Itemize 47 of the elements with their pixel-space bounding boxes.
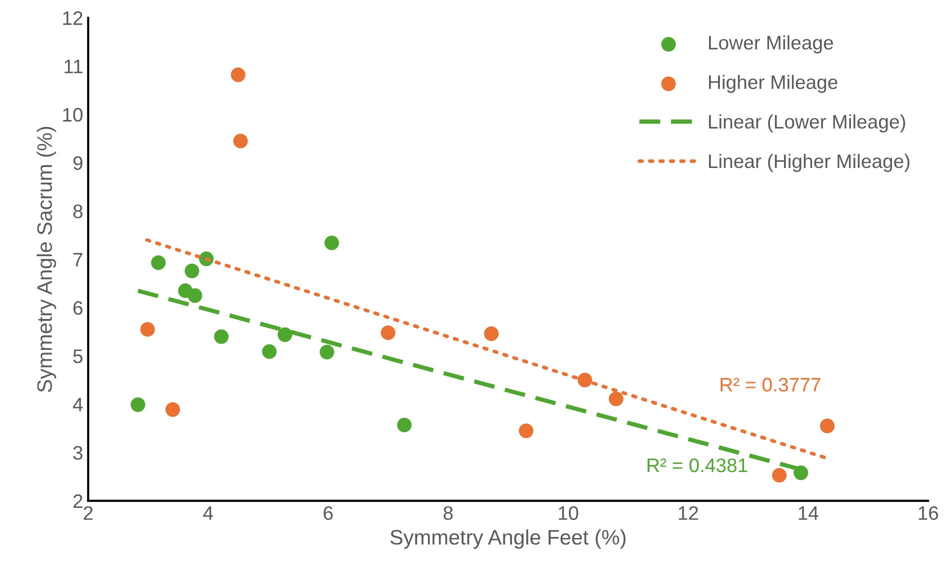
x-tick-label: 14	[798, 506, 818, 520]
y-tick-label: 2	[73, 494, 82, 508]
point	[608, 392, 624, 406]
point	[518, 424, 534, 438]
point	[130, 397, 146, 412]
x-tick-label: 8	[444, 506, 453, 520]
x-tick-label: 16	[918, 506, 938, 520]
x-tick-label: 12	[678, 506, 698, 520]
point	[772, 468, 787, 483]
legend-label: Linear (Higher Mileage)	[709, 154, 910, 172]
y-axis-title: Symmetry Angle Sacrum (%)	[36, 126, 56, 392]
point	[397, 418, 412, 432]
point	[324, 236, 340, 250]
y-tick-label: 3	[73, 446, 82, 460]
point	[214, 329, 229, 344]
point	[151, 255, 166, 270]
point	[320, 344, 334, 360]
point	[278, 327, 292, 342]
point	[140, 322, 155, 337]
x-axis-title: Symmetry Angle Feet (%)	[390, 529, 626, 549]
y-tick-label: 4	[72, 398, 83, 412]
y-tick-label: 5	[73, 350, 82, 364]
legend-label: Linear (Lower Mileage)	[709, 114, 906, 132]
annotation: R² = 0.4381	[648, 458, 748, 472]
point	[380, 325, 396, 340]
legend-label: Lower Mileage	[709, 35, 834, 54]
y-tick-label: 7	[73, 252, 82, 266]
annotation: R² = 0.3777	[720, 378, 820, 392]
point	[165, 402, 180, 417]
legend-label: Higher Mileage	[709, 74, 838, 93]
point	[233, 134, 248, 148]
x-tick-label: 10	[558, 506, 578, 520]
y-tick-label: 6	[73, 301, 82, 315]
point	[230, 68, 246, 82]
y-tick-label: 9	[73, 156, 82, 170]
point	[262, 344, 277, 359]
point	[484, 326, 499, 341]
y-tick-label: 8	[73, 204, 82, 218]
point	[184, 264, 200, 278]
x-tick-label: 4	[203, 506, 213, 520]
y-tick-label: 11	[64, 60, 82, 74]
x-tick-label: 2	[84, 506, 93, 520]
x-tick-label: 6	[324, 506, 333, 520]
point	[188, 288, 202, 303]
y-tick-label: 12	[63, 11, 82, 25]
y-tick-label: 10	[63, 108, 83, 122]
point	[820, 418, 835, 434]
